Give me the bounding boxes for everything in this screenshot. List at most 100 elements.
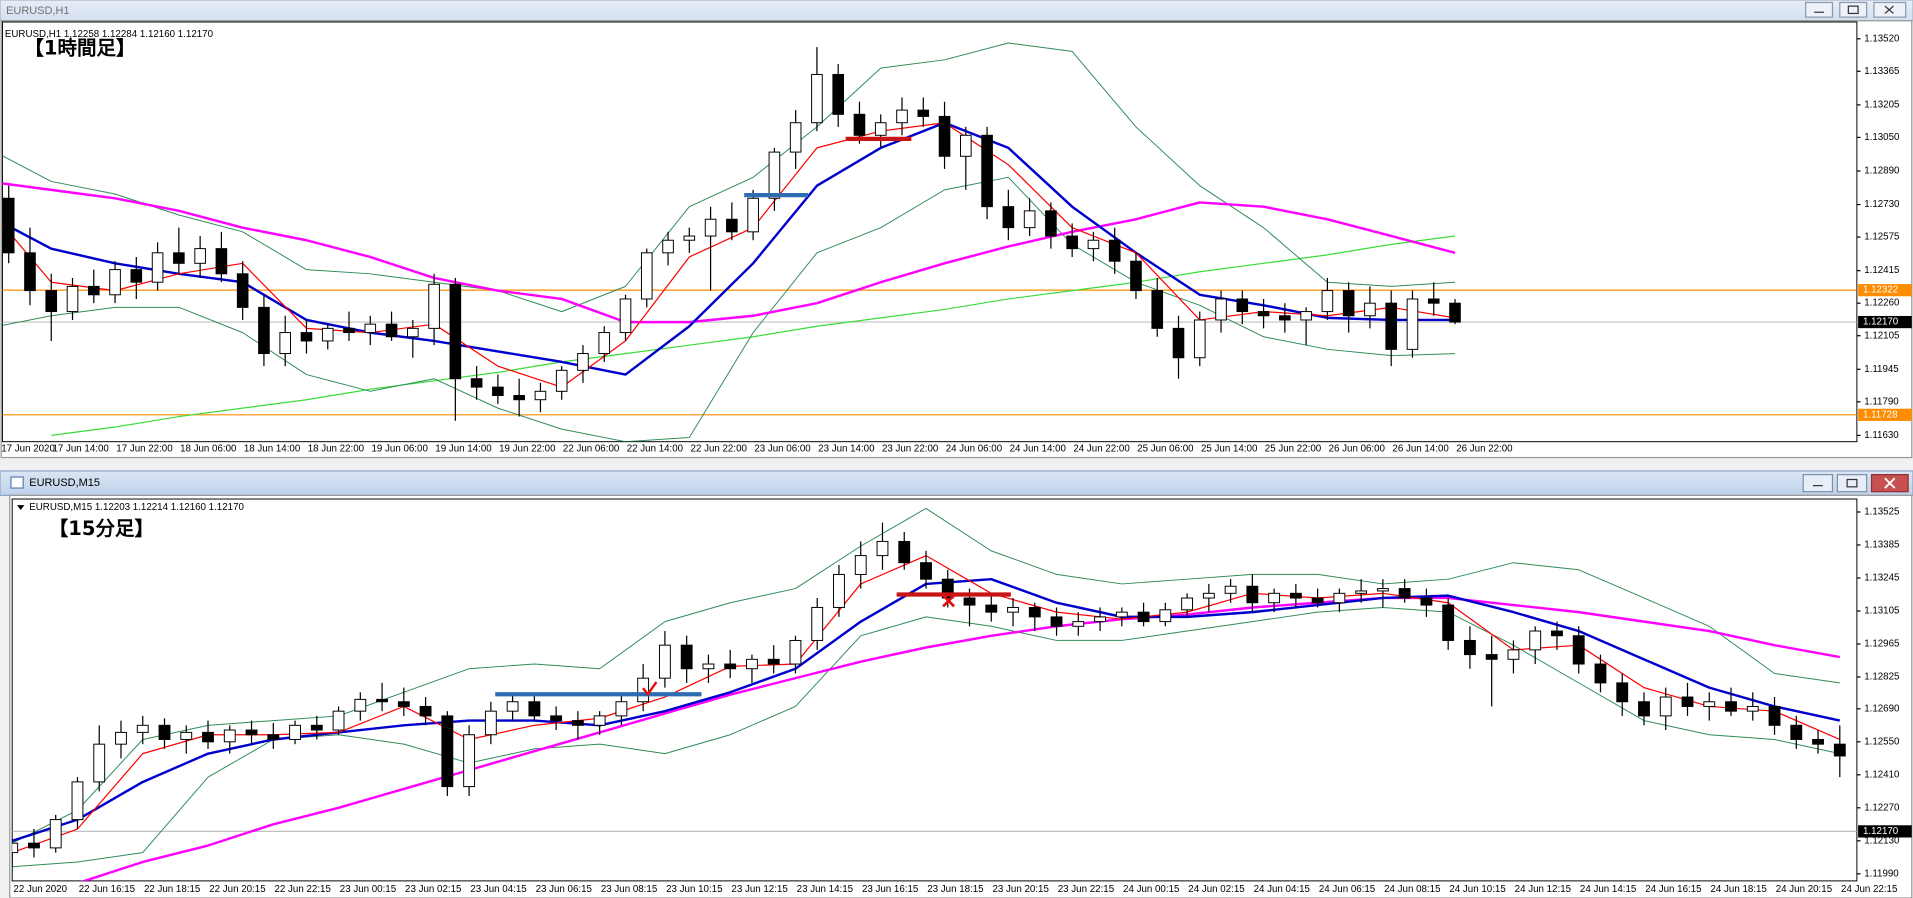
candle-body [811,73,823,124]
candle-body [615,701,628,717]
x-tick-label: 23 Jun 18:15 [927,884,984,895]
candle-body [428,283,440,329]
x-tick-label: 23 Jun 20:15 [992,884,1049,895]
icon [1846,478,1858,488]
candle-body [746,658,758,670]
candle-body [24,252,36,292]
candle-body [223,729,236,743]
candle-body [66,285,79,313]
candle-body [1485,654,1498,660]
candle-body [1551,630,1563,637]
restore-button[interactable] [1839,1,1868,18]
candle-body [747,197,759,233]
x-tick-label: 23 Jun 00:15 [340,884,397,895]
x-tick-label: 24 Jun 22:15 [1841,884,1898,895]
candle-body [1028,606,1041,618]
x-tick-label: 23 Jun 08:15 [601,884,658,895]
candle-body [93,743,106,783]
candle-body [279,332,292,355]
x-tick-label: 18 Jun 06:00 [180,444,237,455]
restore-button[interactable] [1836,474,1868,493]
y-tick-label: 1.13525 [1864,507,1900,518]
y-tick-label: 1.11945 [1864,364,1899,375]
candle-body [354,698,367,712]
candle-body [158,724,171,740]
x-tick-label: 19 Jun 22:00 [499,444,556,455]
candle-body [1355,590,1368,594]
candle-body [513,395,525,401]
candle-body [463,734,476,788]
candle-body [1464,639,1476,656]
x-tick-label: 23 Jun 22:00 [882,444,939,455]
candle-body [397,701,410,707]
candle-body [619,298,632,334]
candle-body [1151,290,1164,329]
window-buttons[interactable] [1802,474,1909,493]
x-tick-label: 17 Jun 22:00 [116,444,173,455]
y-tick-label: 1.12890 [1864,166,1900,177]
candle-body [1215,298,1227,321]
candle-body [550,715,563,722]
x-tick-label: 19 Jun 14:00 [435,444,492,455]
candle-body [789,639,802,665]
x-tick-label: 24 Jun 22:00 [1073,444,1130,455]
x-tick-label: 24 Jun 16:15 [1645,884,1702,895]
candle-body [1420,597,1433,606]
x-tick-label: 26 Jun 06:00 [1329,444,1386,455]
chart-info: EURUSD,M15 1.12203 1.12214 1.12160 1.121… [29,502,244,513]
window-buttons[interactable] [1805,1,1907,18]
x-tick-label: 22 Jun 20:15 [209,884,266,895]
minimize-button[interactable] [1805,1,1834,18]
candle-body [45,290,58,313]
candle-body [267,734,280,740]
plot-border [11,498,1858,882]
x-tick-label: 22 Jun 18:15 [144,884,201,895]
y-tick-label: 1.12410 [1864,769,1900,780]
candle-body [1236,298,1249,313]
candle-body [577,353,589,371]
candle-body [1812,738,1824,745]
candle-body [1311,597,1324,604]
chart: 1.13520 1.13365 1.13205 1.13050 1.12890 1.127… [1,21,1912,455]
icon [1847,5,1859,15]
window-title: EURUSD,H1 [6,5,69,17]
candle-body [1137,611,1150,623]
candle-body [874,122,887,136]
candle-body [704,218,717,237]
x-tick-label: 22 Jun 22:15 [275,884,332,895]
y-tick-label: 1.13105 [1864,606,1900,617]
candle-body [1172,327,1185,359]
x-tick-label: 22 Jun 22:00 [691,444,748,455]
candle-body [726,218,738,233]
candle-body [662,239,674,254]
candle-body [534,390,547,401]
price-label-box [1858,408,1912,421]
candle-body [1572,635,1585,665]
x-tick-label: 25 Jun 22:00 [1265,444,1322,455]
y-tick-label: 1.13385 [1864,540,1900,551]
candle-body [528,701,541,717]
candle-body [12,842,19,854]
candle-body [876,540,889,557]
candle-body [1115,611,1128,618]
candle-body [1050,616,1063,627]
candle-body [194,248,206,264]
candle-body [1023,210,1036,229]
candle-body [1364,302,1376,317]
candle-body [680,644,693,670]
candle-body [555,369,568,392]
candle-body [598,332,611,355]
candle-body [1094,616,1106,623]
candle-body [343,327,355,334]
candle-body [258,306,270,355]
x-tick-label: 23 Jun 12:15 [731,884,788,895]
candle-body [1616,682,1629,703]
candle-body [1045,210,1057,237]
minimize-button[interactable] [1802,474,1834,493]
candle-body [1002,206,1015,229]
candle-body [136,724,149,733]
candle-body [1224,585,1237,594]
charts: 1.13520 1.13365 1.13205 1.13050 1.12890 1.127… [1,21,1912,895]
x-tick-label: 22 Jun 06:00 [563,444,620,455]
